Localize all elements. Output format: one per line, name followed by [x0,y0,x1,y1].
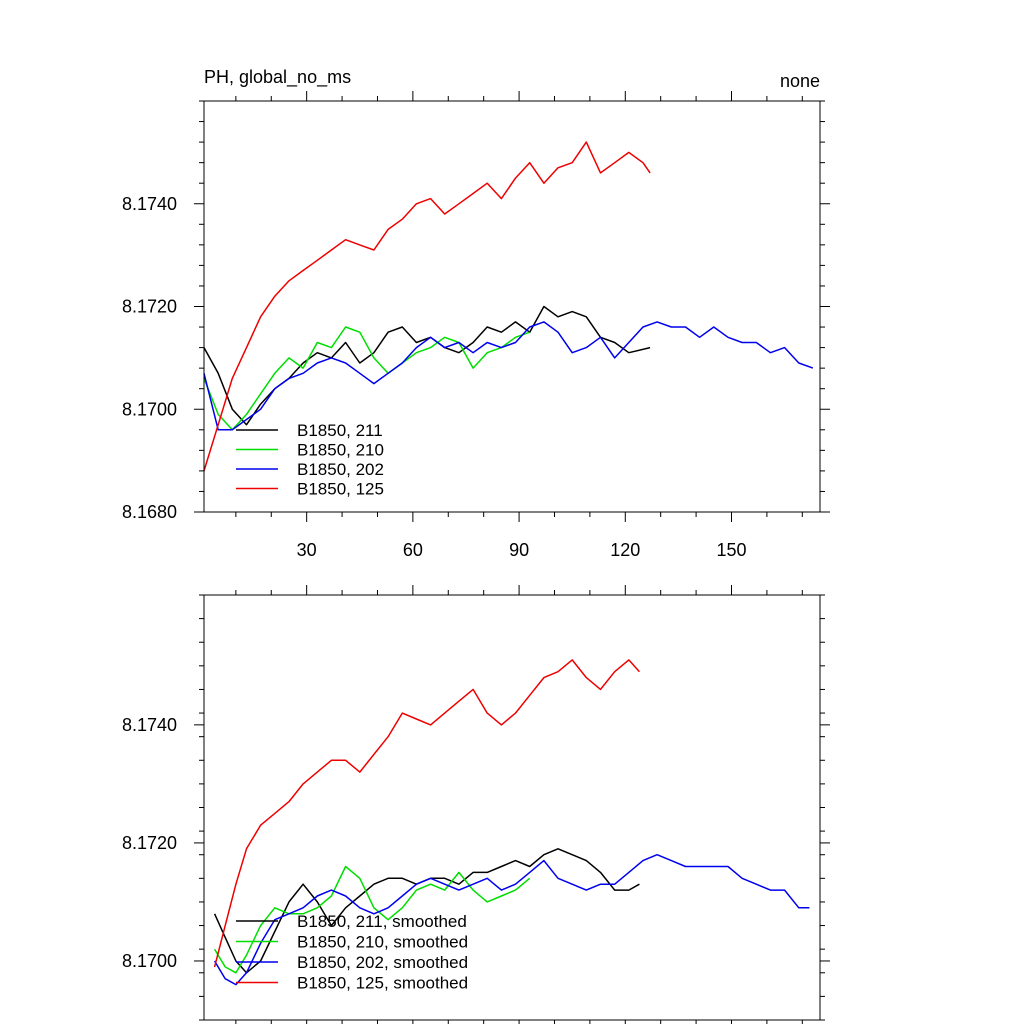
legend-label: B1850, 210, smoothed [297,933,468,952]
bottom-plot-frame [203,594,821,1021]
x-tick-label: 120 [610,540,640,560]
x-tick-label: 150 [716,540,746,560]
series-line-2 [213,865,531,974]
y-tick-label: 8.1700 [122,951,177,971]
x-tick-label: 60 [403,540,423,560]
series-line-1 [203,305,651,426]
legend-label: B1850, 202 [297,460,384,479]
legend-label: B1850, 125, smoothed [297,974,468,993]
x-tick-label: 90 [509,540,529,560]
top-plot-frame [203,100,821,513]
legend-label: B1850, 211, smoothed [297,912,467,931]
chart-title-right: none [780,71,820,91]
legend-label: B1850, 125 [297,480,384,499]
legend-label: B1850, 211 [297,421,383,440]
y-tick-label: 8.1680 [122,502,177,522]
bottom-series-lines [213,659,810,986]
y-tick-label: 8.1740 [122,194,177,214]
series-line-4 [213,659,640,968]
bottom-legend: B1850, 211, smoothed B1850, 210, smoothed… [236,912,468,993]
legend-label: B1850, 202, smoothed [297,953,468,972]
y-tick-label: 8.1720 [122,833,177,853]
series-line-3 [213,853,810,986]
y-tick-label: 8.1700 [122,399,177,419]
series-line-2 [203,326,530,431]
x-tick-label: 30 [297,540,317,560]
top-axis-ticks: 30 60 90 120 150 8.1680 8.1700 8.1720 8.1740 [122,91,830,560]
legend-label: B1850, 210 [297,441,384,460]
bottom-axis-ticks: 8.1700 8.1720 8.1740 [122,585,830,1024]
series-line-4 [203,141,651,472]
chart-title-left: PH, global_no_ms [204,67,351,88]
series-line-3 [203,321,814,431]
y-tick-label: 8.1720 [122,297,177,317]
y-tick-label: 8.1740 [122,715,177,735]
top-series-lines [203,141,814,472]
top-panel: PH, global_no_ms none 30 60 90 120 150 8.1680… [122,67,830,560]
